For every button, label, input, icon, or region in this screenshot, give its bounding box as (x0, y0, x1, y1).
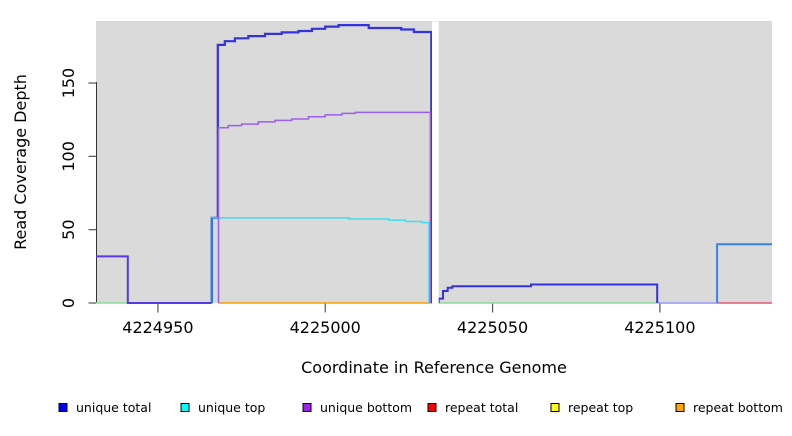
legend-label: unique top (198, 400, 265, 415)
legend-item-unique-total: unique total (58, 400, 151, 415)
legend-swatch-repeat-bottom (675, 403, 685, 412)
legend-label: repeat top (568, 400, 633, 415)
y-axis-title: Read Coverage Depth (11, 74, 30, 250)
x-tick-label: 4224950 (122, 318, 193, 337)
x-axis-title: Coordinate in Reference Genome (301, 358, 567, 377)
legend-label: unique bottom (320, 400, 412, 415)
x-tick-label: 4225100 (624, 318, 695, 337)
legend-swatch-repeat-total (427, 403, 437, 412)
legend-item-unique-top: unique top (180, 400, 265, 415)
y-tick-label: 0 (59, 298, 78, 308)
legend-item-unique-bottom: unique bottom (302, 400, 412, 415)
series-unique-total-right-of-gap-line (437, 283, 659, 303)
y-tick-label: 50 (59, 219, 78, 239)
series-unique-total-left-plateau-line (96, 255, 212, 304)
legend-swatch-unique-top (180, 403, 190, 412)
legend-swatch-unique-total (58, 403, 68, 412)
y-tick-label: 150 (59, 68, 78, 99)
series-unique-bottom-line (217, 111, 432, 303)
series-unique-total-right-edge-line (716, 243, 772, 303)
series-unique-top-line (211, 217, 430, 303)
x-tick-label: 4225000 (290, 318, 361, 337)
legend-item-repeat-bottom: repeat bottom (675, 400, 783, 415)
legend-swatch-repeat-top (550, 403, 560, 412)
coverage-gap (431, 21, 439, 305)
legend-swatch-unique-bottom (302, 403, 312, 412)
legend-label: repeat bottom (693, 400, 783, 415)
legend-label: repeat total (445, 400, 518, 415)
legend-item-repeat-total: repeat total (427, 400, 518, 415)
legend-item-repeat-top: repeat top (550, 400, 633, 415)
series-unique-total-main-line (210, 24, 433, 303)
x-tick-label: 4225050 (457, 318, 528, 337)
legend-label: unique total (76, 400, 151, 415)
y-tick-label: 100 (59, 141, 78, 172)
